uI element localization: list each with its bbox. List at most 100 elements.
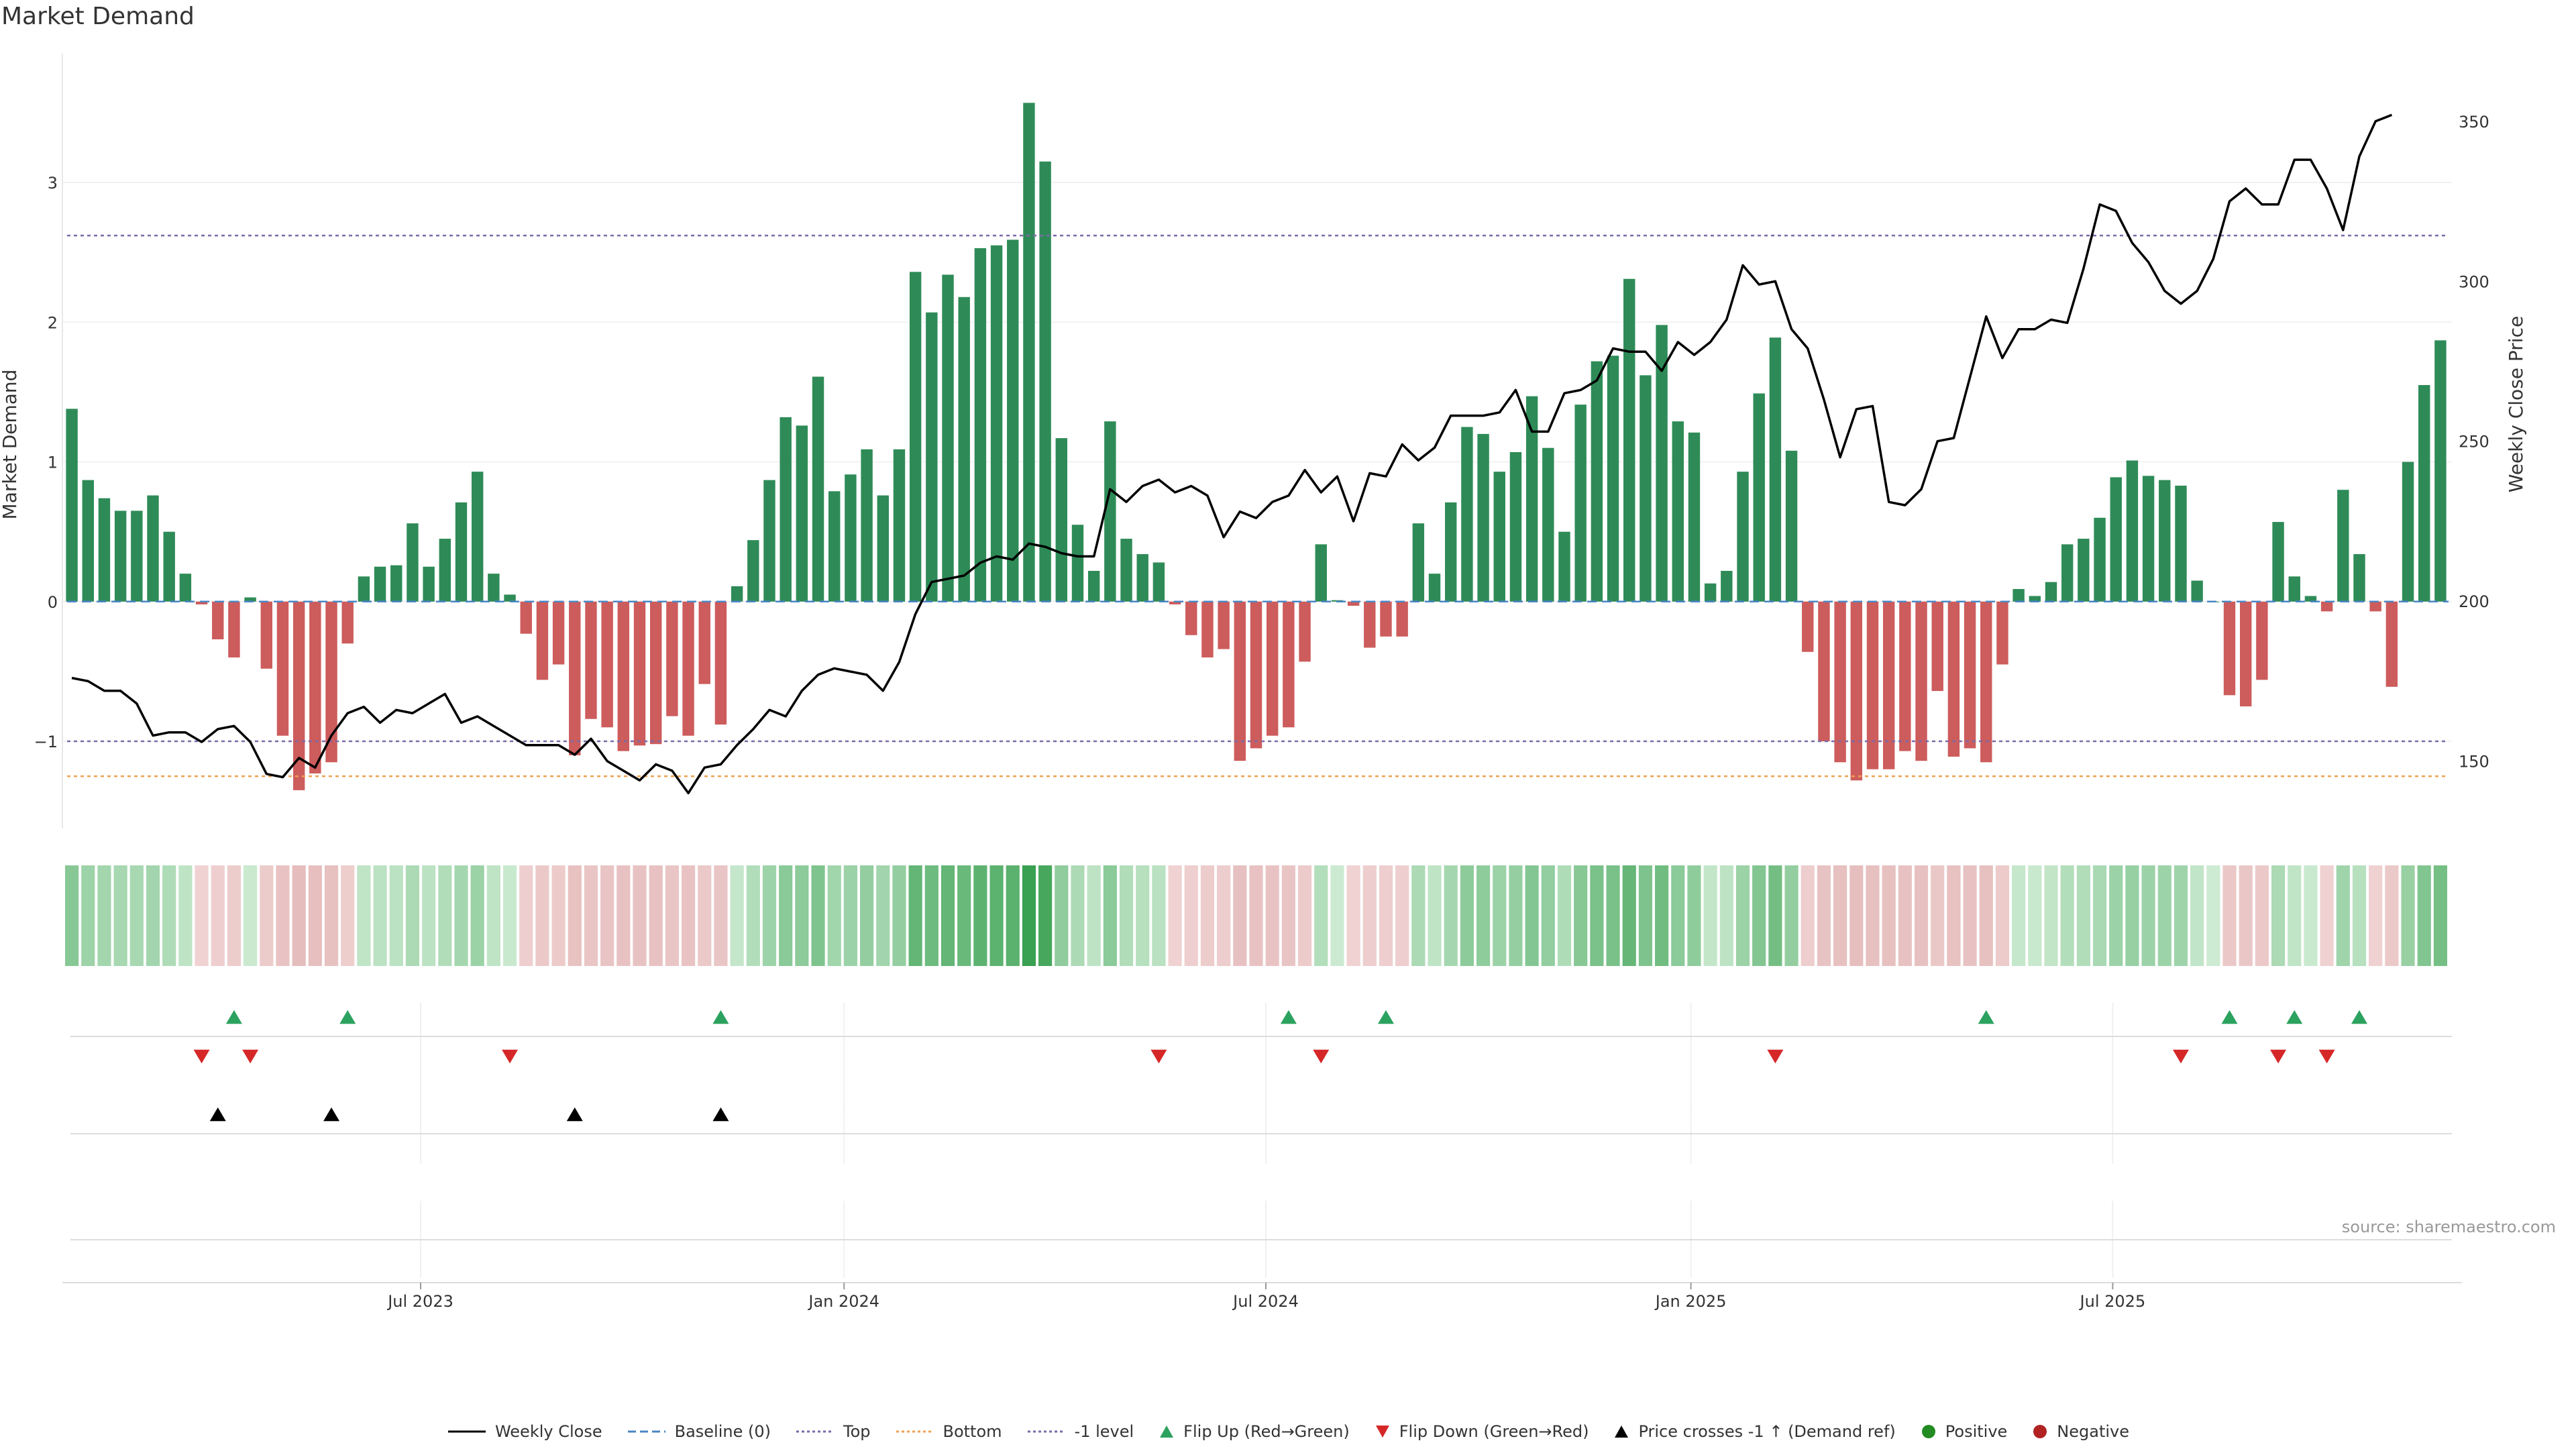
demand-bar <box>390 565 402 602</box>
heat-cell <box>1136 865 1150 966</box>
demand-bar <box>585 601 597 719</box>
demand-bar <box>276 601 289 736</box>
heat-cell <box>260 865 274 966</box>
heat-cell <box>1849 865 1864 966</box>
heat-cell <box>1055 865 1069 966</box>
heat-cell <box>1622 865 1636 966</box>
price-cross-marker <box>712 1107 729 1122</box>
heat-cell <box>649 865 663 966</box>
flip-up-marker <box>2351 1010 2367 1024</box>
demand-bar <box>2369 601 2381 612</box>
heat-cell <box>1103 865 1117 966</box>
demand-bar <box>341 601 354 644</box>
heat-cell <box>924 865 938 966</box>
demand-bar <box>1201 601 1214 658</box>
chart-title: Market Demand <box>1 3 195 30</box>
heat-cell <box>162 865 176 966</box>
demand-bar <box>1136 553 1148 602</box>
heat-cell <box>324 865 339 966</box>
legend-item-neg: Negative <box>2031 1422 2129 1441</box>
y-tick-label: 0 <box>48 593 58 612</box>
demand-bar <box>1461 427 1473 602</box>
flip-down-marker <box>2172 1049 2189 1064</box>
demand-bar <box>1866 601 1879 769</box>
demand-bar <box>309 601 321 773</box>
heat-cell <box>1606 865 1620 966</box>
demand-bar <box>1428 574 1441 602</box>
heat-cell <box>1541 865 1555 966</box>
heat-cell <box>1087 865 1101 966</box>
demand-bar <box>698 601 710 684</box>
heat-cell <box>2336 865 2350 966</box>
heat-cell <box>486 865 500 966</box>
legend-swatch <box>1921 1425 1935 1438</box>
heat-cell <box>244 865 258 966</box>
demand-bar <box>504 594 516 602</box>
demand-bar <box>1169 601 1181 604</box>
y2-tick-label: 250 <box>2459 433 2489 451</box>
heat-cell <box>1590 865 1604 966</box>
x-tick-label: Jan 2024 <box>807 1292 879 1311</box>
chart-legend: Weekly Close Baseline (0) Top Bottom -1 leve… <box>0 1422 2576 1441</box>
heat-cell <box>178 865 193 966</box>
price-cross-marker <box>566 1107 583 1122</box>
x-tick-label: Jul 2024 <box>1232 1292 1299 1311</box>
demand-bar <box>1688 432 1701 602</box>
heat-cell <box>584 865 598 966</box>
heat-cell <box>779 865 793 966</box>
legend-item-close: Weekly Close <box>447 1422 602 1441</box>
demand-bar <box>423 566 435 602</box>
demand-bar <box>2191 580 2203 602</box>
legend-item-cross: Price crosses -1 ↑ (Demand ref) <box>1613 1422 1896 1441</box>
heat-cell <box>633 865 647 966</box>
demand-bar <box>1023 103 1035 602</box>
heat-cell <box>2222 865 2237 966</box>
demand-bar <box>536 601 549 680</box>
heat-cell <box>1574 865 1588 966</box>
flip-down-marker <box>1767 1049 1784 1064</box>
demand-bar <box>649 601 662 745</box>
heat-cell <box>1297 865 1312 966</box>
price-cross-marker <box>323 1107 340 1122</box>
demand-bar <box>1850 601 1863 781</box>
y2-tick-label: 300 <box>2459 272 2489 291</box>
heat-cell <box>1379 865 1393 966</box>
heat-cell <box>2141 865 2155 966</box>
heat-cell <box>1882 865 1896 966</box>
demand-bar <box>2272 522 2284 602</box>
demand-bar <box>2353 553 2365 602</box>
demand-bar <box>1704 583 1717 602</box>
legend-swatch <box>627 1430 665 1433</box>
heat-cell <box>2401 865 2415 966</box>
heat-cell <box>2369 865 2383 966</box>
demand-bar <box>617 601 630 751</box>
legend-label: Flip Down (Green→Red) <box>1399 1422 1589 1441</box>
demand-bar <box>1071 525 1084 602</box>
demand-bar <box>471 472 484 602</box>
legend-swatch <box>1027 1430 1065 1433</box>
demand-bar <box>2320 601 2333 612</box>
demand-bar <box>2078 539 2090 602</box>
legend-item-flipdown: Flip Down (Green→Red) <box>1374 1422 1589 1441</box>
demand-bar <box>1607 356 1619 602</box>
heat-cell <box>470 865 484 966</box>
demand-bar <box>2337 490 2349 602</box>
heat-cell <box>1995 865 2010 966</box>
heat-cell <box>1947 865 1961 966</box>
heat-cell <box>1655 865 1669 966</box>
demand-bar <box>796 425 808 602</box>
demand-bar <box>114 511 127 602</box>
legend-swatch <box>1615 1426 1629 1438</box>
heat-cell <box>1022 865 1036 966</box>
demand-bar <box>407 523 419 602</box>
demand-bar <box>374 566 386 602</box>
heat-cell <box>308 865 322 966</box>
price-cross-marker <box>209 1107 226 1122</box>
demand-bar <box>1640 375 1652 602</box>
heat-cell <box>1509 865 1523 966</box>
heat-cell <box>97 865 111 966</box>
demand-bar <box>1834 601 1846 763</box>
heat-cell <box>957 865 971 966</box>
flip-up-marker <box>2221 1010 2238 1024</box>
